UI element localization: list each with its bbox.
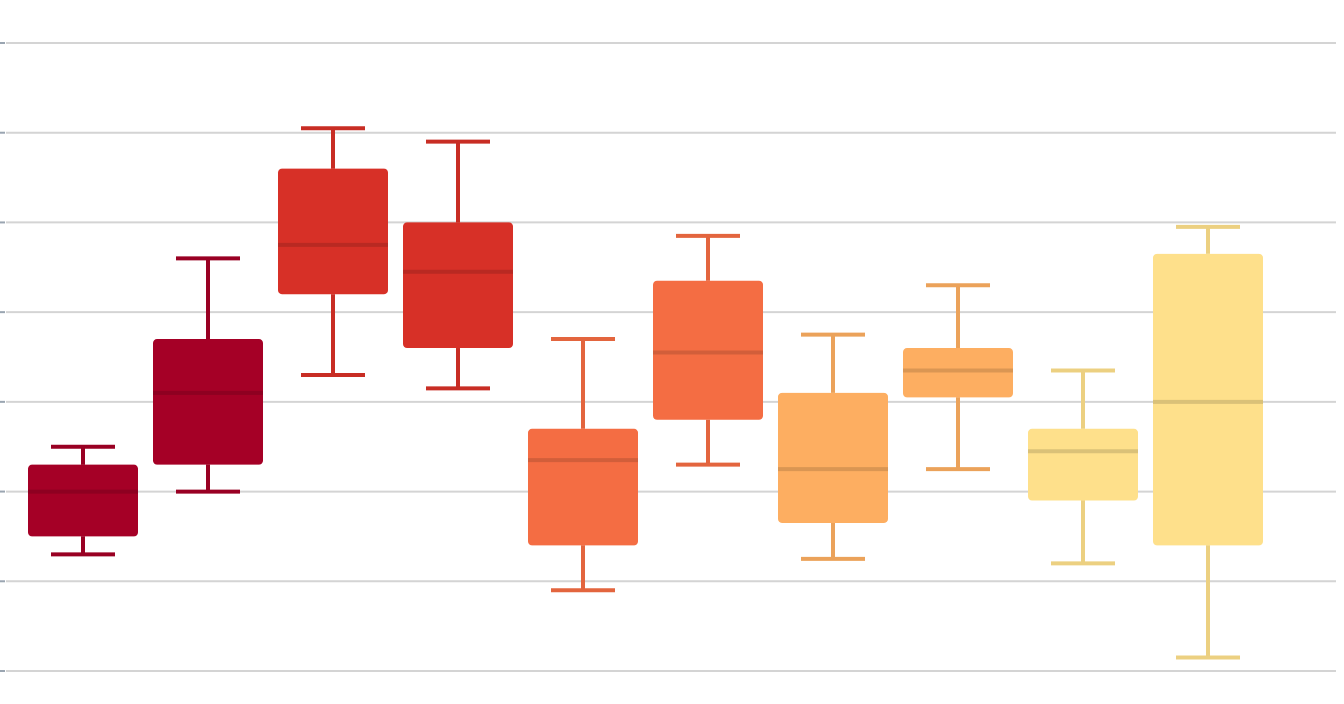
box-1 <box>28 444 138 557</box>
box-body <box>1028 428 1138 501</box>
box-3 <box>278 126 388 377</box>
boxes <box>28 126 1263 660</box>
box-body <box>778 392 888 523</box>
box-body <box>1153 253 1263 546</box>
box-body <box>903 348 1013 398</box>
box-7 <box>778 332 888 561</box>
box-9 <box>1028 368 1138 566</box>
box-10 <box>1153 224 1263 660</box>
box-4 <box>403 139 513 391</box>
box-body <box>528 428 638 546</box>
box-2 <box>153 256 263 494</box>
box-body <box>653 280 763 420</box>
box-body <box>153 339 263 465</box>
box-body <box>278 168 388 295</box>
box-body <box>403 222 513 349</box>
box-body <box>28 464 138 537</box>
box-8 <box>903 283 1013 472</box>
box-6 <box>653 233 763 467</box>
box-5 <box>528 337 638 593</box>
